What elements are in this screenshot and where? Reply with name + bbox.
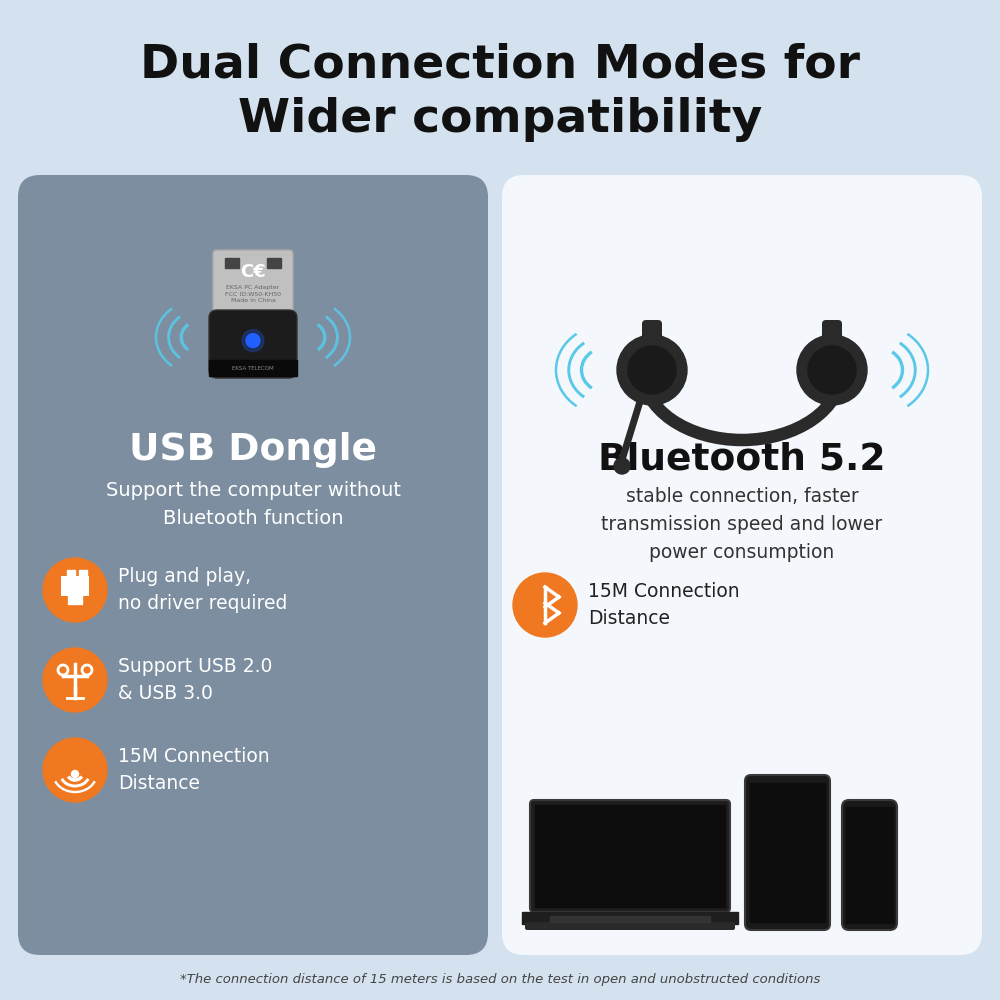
Text: *The connection distance of 15 meters is based on the test in open and unobstruc: *The connection distance of 15 meters is… <box>180 974 820 986</box>
FancyBboxPatch shape <box>213 250 293 315</box>
Bar <box>225 258 239 268</box>
Bar <box>267 258 281 268</box>
Text: Wider compatibility: Wider compatibility <box>238 98 762 142</box>
Bar <box>846 807 893 923</box>
Text: USB Dongle: USB Dongle <box>129 432 377 468</box>
Circle shape <box>72 770 78 778</box>
Circle shape <box>628 346 676 394</box>
Text: 15M Connection
Distance: 15M Connection Distance <box>588 582 740 628</box>
FancyBboxPatch shape <box>822 320 842 344</box>
Bar <box>67 570 75 578</box>
Text: EKSA TELECOM: EKSA TELECOM <box>232 365 274 370</box>
Circle shape <box>43 558 107 622</box>
FancyBboxPatch shape <box>525 922 735 930</box>
Bar <box>522 912 738 924</box>
Circle shape <box>614 458 630 474</box>
Circle shape <box>797 335 867 405</box>
Circle shape <box>617 335 687 405</box>
FancyBboxPatch shape <box>18 175 488 955</box>
Circle shape <box>43 738 107 802</box>
Bar <box>79 570 87 578</box>
Text: Support the computer without
Bluetooth function: Support the computer without Bluetooth f… <box>106 482 400 528</box>
Bar <box>750 783 825 922</box>
Bar <box>68 596 82 604</box>
Text: C€: C€ <box>240 263 266 281</box>
Text: stable connection, faster
transmission speed and lower
power consumption: stable connection, faster transmission s… <box>601 488 883 562</box>
Circle shape <box>246 334 260 348</box>
Text: Bluetooth 5.2: Bluetooth 5.2 <box>598 442 886 478</box>
Circle shape <box>513 573 577 637</box>
Text: 15M Connection
Distance: 15M Connection Distance <box>118 747 270 793</box>
Bar <box>61 576 89 596</box>
FancyBboxPatch shape <box>530 800 730 912</box>
FancyBboxPatch shape <box>209 310 297 378</box>
Circle shape <box>808 346 856 394</box>
Bar <box>209 360 297 376</box>
FancyBboxPatch shape <box>642 320 662 344</box>
Circle shape <box>242 330 264 352</box>
Text: Dual Connection Modes for: Dual Connection Modes for <box>140 42 860 88</box>
Text: Plug and play,
no driver required: Plug and play, no driver required <box>118 567 287 613</box>
Circle shape <box>43 648 107 712</box>
Text: Support USB 2.0
& USB 3.0: Support USB 2.0 & USB 3.0 <box>118 657 272 703</box>
Text: EKSA PC Adapter
FCC ID:W50-KH50
Made in China: EKSA PC Adapter FCC ID:W50-KH50 Made in … <box>225 285 281 303</box>
Bar <box>550 916 710 922</box>
Bar <box>535 805 725 907</box>
FancyBboxPatch shape <box>842 800 897 930</box>
FancyBboxPatch shape <box>745 775 830 930</box>
FancyBboxPatch shape <box>502 175 982 955</box>
